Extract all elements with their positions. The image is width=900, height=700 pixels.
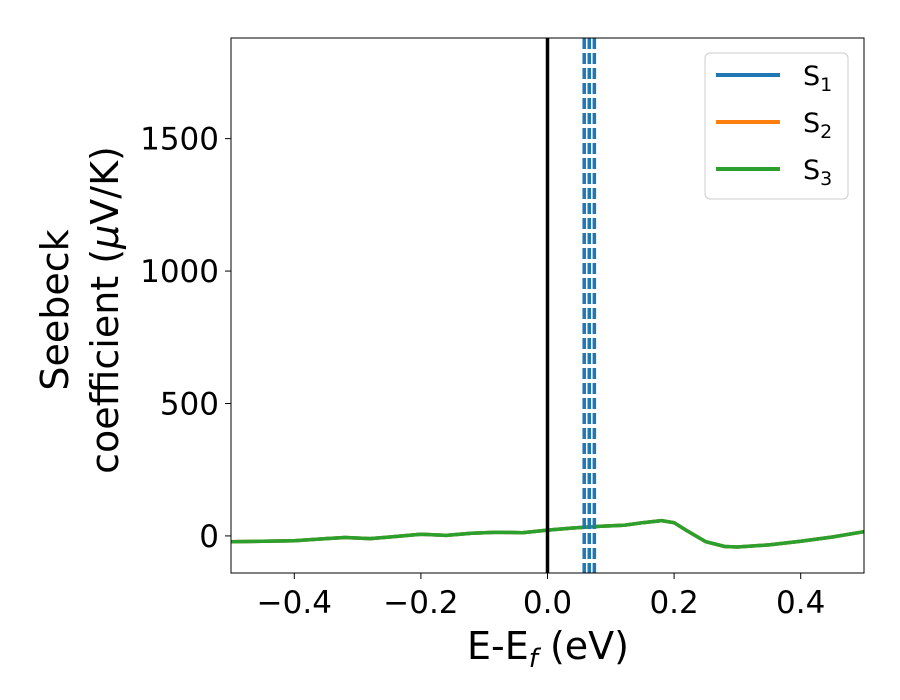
legend-label: S2 (803, 108, 832, 143)
y-tick-label: 0 (199, 519, 219, 555)
x-label-main: E-E (467, 624, 529, 668)
legend-label: S3 (803, 155, 832, 190)
legend-items: S1 S2 S3 (716, 61, 832, 190)
x-axis-label: E-Ef (eV) (467, 624, 629, 674)
x-tick-label: 0.2 (649, 585, 698, 621)
y-label-unit: V/K) (83, 146, 127, 225)
y-tick-label: 1000 (140, 254, 219, 290)
legend: S1 S2 S3 (704, 52, 849, 200)
x-label-rest: (eV) (538, 624, 629, 668)
y-label-line1: Seebeck (33, 229, 77, 390)
y-label-mu: μ (83, 225, 127, 250)
legend-box (704, 52, 849, 200)
x-tick-label: 0.0 (523, 585, 572, 621)
series-line-3 (230, 518, 865, 549)
vertical-lines (545, 38, 597, 573)
x-ticks: −0.4 −0.2 0.0 0.2 0.4 (257, 573, 825, 621)
y-label-line2: coefficient (μV/K) (83, 146, 127, 474)
x-tick-label: 0.4 (776, 585, 825, 621)
y-ticks: 0 500 1000 1500 (140, 122, 231, 555)
y-axis-label: Seebeck coefficient (μV/K) (33, 146, 127, 474)
y-tick-label: 500 (160, 386, 219, 422)
x-tick-label: −0.2 (383, 585, 458, 621)
y-tick-label: 1500 (140, 122, 219, 158)
x-tick-label: −0.4 (257, 585, 332, 621)
y-label-line2-text: coefficient ( (83, 249, 127, 474)
curve-layer (230, 518, 865, 549)
legend-label: S1 (803, 61, 832, 96)
